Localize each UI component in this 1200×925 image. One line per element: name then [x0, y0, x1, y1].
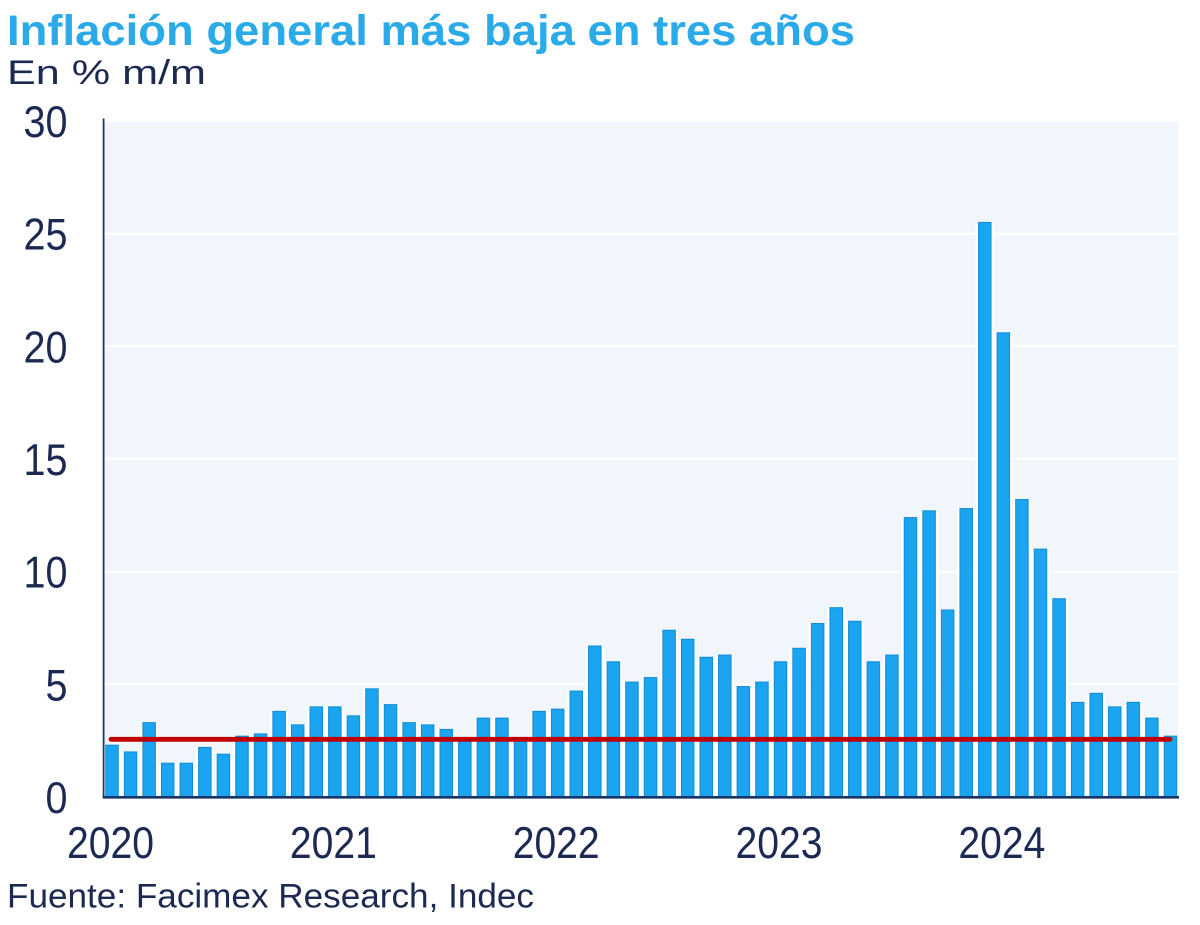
svg-text:15: 15: [24, 436, 68, 485]
svg-text:En % m/m: En % m/m: [7, 54, 206, 92]
svg-text:2023: 2023: [736, 819, 823, 868]
svg-text:5: 5: [46, 661, 68, 710]
svg-text:Inflación general más baja en: Inflación general más baja en tres años: [7, 7, 855, 55]
svg-text:Fuente: Facimex Research, Inde: Fuente: Facimex Research, Indec: [7, 878, 534, 916]
svg-text:10: 10: [24, 549, 68, 598]
svg-text:30: 30: [24, 98, 68, 147]
svg-text:2024: 2024: [958, 819, 1045, 868]
svg-text:2020: 2020: [67, 819, 154, 868]
svg-text:2021: 2021: [290, 819, 377, 868]
svg-text:2022: 2022: [513, 819, 600, 868]
svg-text:25: 25: [24, 211, 68, 260]
svg-text:0: 0: [46, 774, 68, 823]
svg-text:20: 20: [24, 323, 68, 372]
